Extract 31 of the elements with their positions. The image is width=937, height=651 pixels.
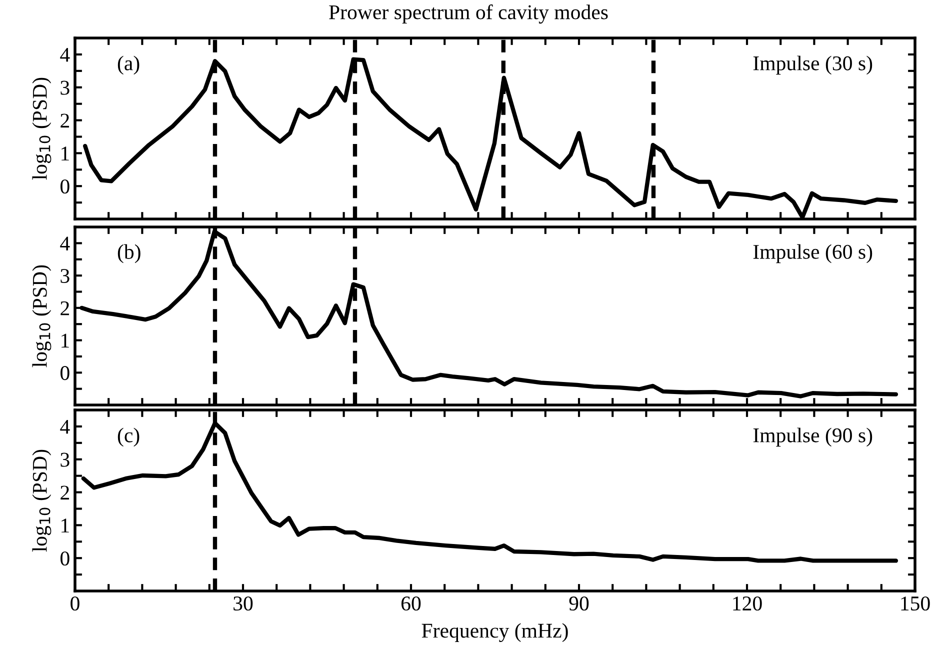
y-tick-label: 3 bbox=[60, 452, 70, 467]
x-tick-label: 150 bbox=[901, 596, 930, 611]
x-tick-label: 90 bbox=[569, 596, 589, 611]
y-tick-label: 0 bbox=[60, 179, 70, 194]
annotation: (c) bbox=[118, 428, 140, 447]
y-tick-label: 3 bbox=[60, 268, 70, 283]
y-tick-label: 4 bbox=[60, 236, 70, 250]
y-axis-title: log$_{10}$ (PSD) bbox=[32, 265, 52, 368]
x-tick-label: 60 bbox=[401, 596, 421, 611]
annotation: (b) bbox=[118, 244, 140, 264]
annotation: Impulse (60 s) bbox=[753, 244, 872, 264]
y-tick-label: 4 bbox=[60, 48, 70, 62]
y-tick-label: 2 bbox=[60, 486, 69, 500]
y-axis-title: log$_{10}$ (PSD) bbox=[32, 450, 52, 552]
x-tick-label: 30 bbox=[234, 596, 253, 611]
x-axis-title: Frequency (mHz) bbox=[422, 623, 568, 642]
x-tick-label: 120 bbox=[733, 596, 762, 611]
y-tick-label: 2 bbox=[60, 114, 69, 128]
y-axis-title: log$_{10}$ (PSD) bbox=[32, 78, 52, 180]
y-tick-label: 0 bbox=[60, 366, 70, 380]
y-tick-label: 1 bbox=[62, 334, 69, 348]
annotation: Impulse (90 s) bbox=[753, 428, 872, 447]
y-tick-label: 1 bbox=[62, 518, 69, 532]
annotation: Impulse (30 s) bbox=[753, 56, 872, 75]
chart-title: Prower spectrum of cavity modes bbox=[329, 4, 608, 24]
y-tick-label: 2 bbox=[60, 301, 69, 316]
y-tick-label: 0 bbox=[60, 551, 70, 566]
y-tick-label: 3 bbox=[60, 80, 70, 95]
annotation: (a) bbox=[118, 56, 140, 75]
y-tick-label: 4 bbox=[60, 420, 70, 434]
y-tick-label: 1 bbox=[62, 146, 69, 160]
